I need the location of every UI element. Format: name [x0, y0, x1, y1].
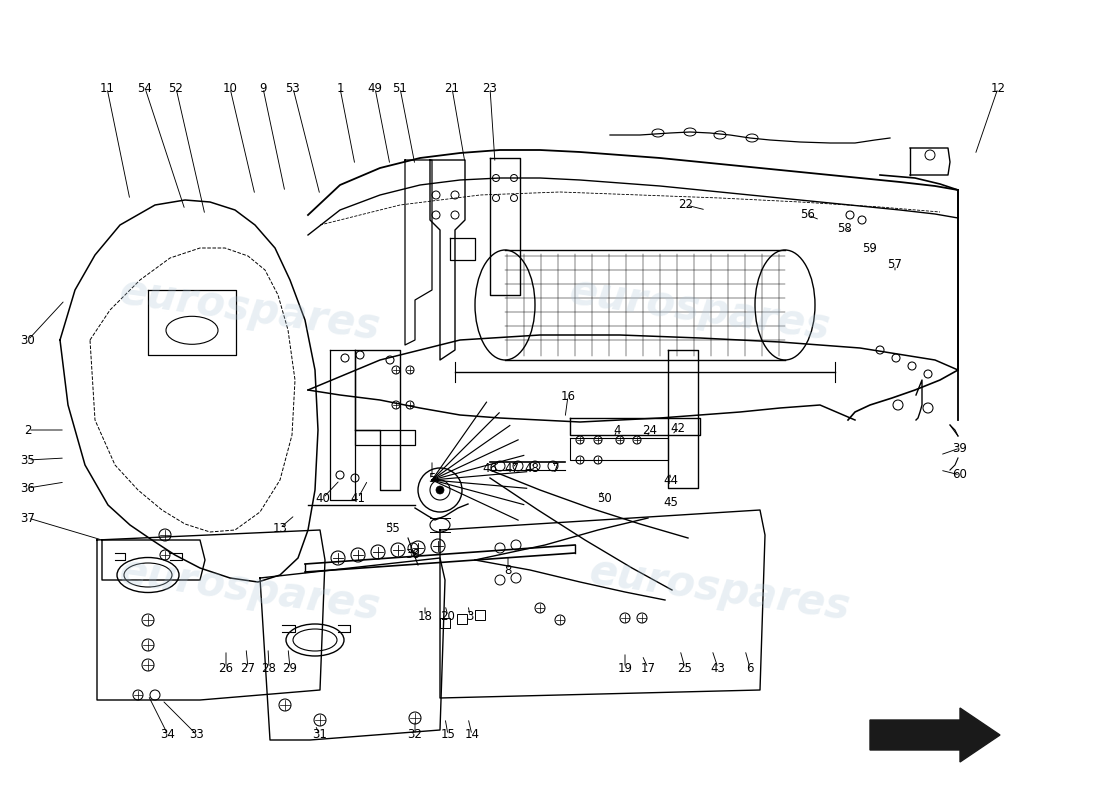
Text: 15: 15	[441, 729, 455, 742]
Text: 46: 46	[483, 462, 497, 474]
Text: 30: 30	[21, 334, 35, 346]
Text: 29: 29	[283, 662, 297, 674]
Text: 60: 60	[953, 469, 967, 482]
Text: eurospares: eurospares	[586, 551, 854, 629]
Text: 38: 38	[406, 549, 420, 562]
Text: 52: 52	[168, 82, 184, 94]
Text: 5: 5	[428, 471, 436, 485]
Text: 2: 2	[24, 423, 32, 437]
Text: 32: 32	[408, 729, 422, 742]
Text: eurospares: eurospares	[117, 551, 383, 629]
Text: 7: 7	[552, 462, 560, 474]
Text: 56: 56	[801, 209, 815, 222]
Text: 20: 20	[441, 610, 455, 622]
Text: 1: 1	[337, 82, 343, 94]
Text: 12: 12	[990, 82, 1005, 94]
Text: 9: 9	[260, 82, 266, 94]
Text: 4: 4	[614, 423, 620, 437]
Text: 39: 39	[953, 442, 967, 454]
Text: 55: 55	[385, 522, 399, 534]
Text: 28: 28	[262, 662, 276, 674]
Text: 50: 50	[596, 491, 612, 505]
Text: 13: 13	[273, 522, 287, 534]
Text: 11: 11	[99, 82, 114, 94]
Text: eurospares: eurospares	[117, 271, 383, 349]
Text: 59: 59	[862, 242, 878, 254]
Text: 57: 57	[888, 258, 902, 271]
Text: 54: 54	[138, 82, 153, 94]
Text: 33: 33	[189, 729, 205, 742]
Text: 6: 6	[746, 662, 754, 674]
Text: 27: 27	[241, 662, 255, 674]
Text: 45: 45	[663, 497, 679, 510]
Text: 44: 44	[663, 474, 679, 486]
Text: 51: 51	[393, 82, 407, 94]
Text: 36: 36	[21, 482, 35, 494]
Text: 48: 48	[525, 462, 539, 474]
Text: 31: 31	[312, 729, 328, 742]
Text: 40: 40	[316, 491, 330, 505]
Text: 23: 23	[483, 82, 497, 94]
Bar	[475, 610, 485, 620]
Text: 22: 22	[679, 198, 693, 211]
Text: 3: 3	[466, 610, 474, 622]
Text: 17: 17	[640, 662, 656, 674]
Text: 53: 53	[286, 82, 300, 94]
Bar	[440, 618, 450, 628]
Text: 43: 43	[711, 662, 725, 674]
Text: 8: 8	[504, 563, 512, 577]
Text: 14: 14	[464, 729, 480, 742]
Text: 26: 26	[219, 662, 233, 674]
Text: 35: 35	[21, 454, 35, 466]
Text: 42: 42	[671, 422, 685, 434]
Text: 58: 58	[837, 222, 852, 234]
Text: 16: 16	[561, 390, 575, 402]
Text: 34: 34	[161, 729, 175, 742]
Text: 18: 18	[418, 610, 432, 622]
Text: 19: 19	[617, 662, 632, 674]
Circle shape	[436, 486, 444, 494]
Text: 25: 25	[678, 662, 692, 674]
Text: 41: 41	[351, 491, 365, 505]
Text: eurospares: eurospares	[566, 271, 833, 349]
Bar	[456, 614, 468, 624]
Text: 47: 47	[505, 462, 519, 474]
Text: 49: 49	[367, 82, 383, 94]
Text: 10: 10	[222, 82, 238, 94]
Text: 24: 24	[642, 423, 658, 437]
Polygon shape	[870, 708, 1000, 762]
Text: 37: 37	[21, 511, 35, 525]
Text: 21: 21	[444, 82, 460, 94]
